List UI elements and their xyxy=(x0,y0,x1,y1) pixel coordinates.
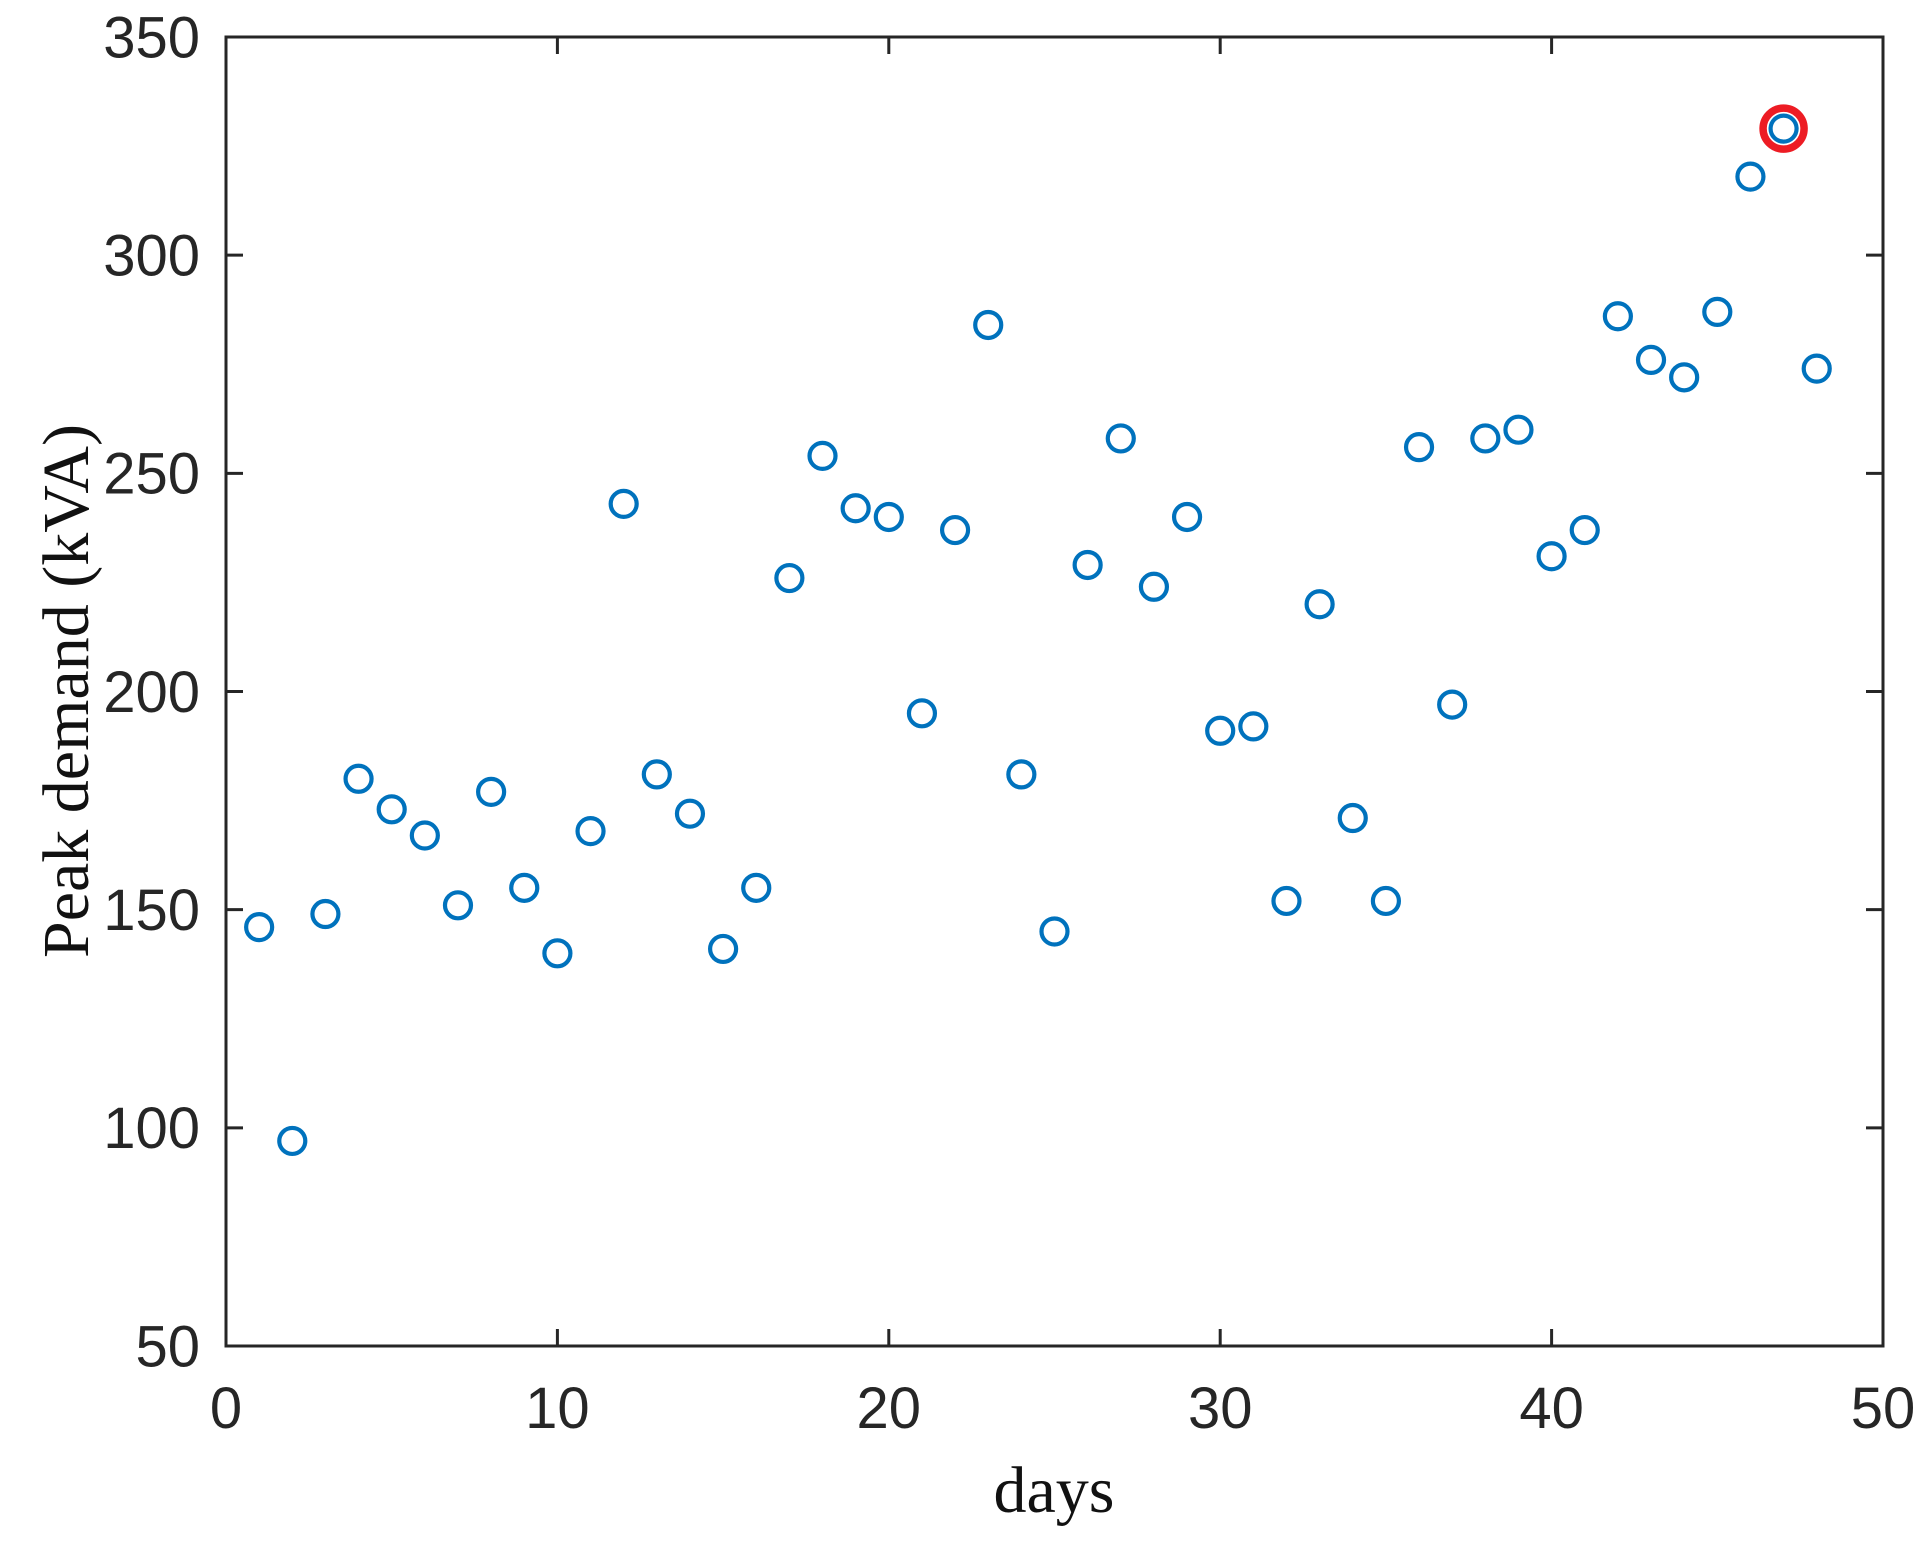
data-point xyxy=(807,440,838,471)
data-point xyxy=(542,938,573,969)
data-point xyxy=(343,763,374,794)
y-tick-label: 100 xyxy=(103,1096,200,1161)
data-point xyxy=(1304,589,1335,620)
data-point xyxy=(1635,344,1667,375)
data-point xyxy=(1602,301,1633,332)
data-point xyxy=(1138,571,1170,602)
data-point xyxy=(741,872,772,903)
y-tick-label: 300 xyxy=(103,223,200,288)
x-tick-label: 50 xyxy=(1851,1376,1916,1441)
data-point xyxy=(1536,541,1567,572)
data-point xyxy=(1039,916,1070,947)
data-point xyxy=(376,794,407,825)
x-tick-label: 0 xyxy=(210,1376,242,1441)
y-axis-label: Peak demand (kVA) xyxy=(30,424,103,958)
data-point xyxy=(840,493,871,524)
data-point xyxy=(310,898,341,930)
data-point xyxy=(409,820,440,851)
data-point xyxy=(476,776,507,807)
data-point xyxy=(1437,689,1468,720)
data-point xyxy=(1403,432,1435,463)
data-point xyxy=(774,562,805,594)
highlight-ring xyxy=(1759,104,1808,153)
data-point xyxy=(277,1125,308,1157)
plot-content: 0 10 20 30 40 50 50 100 150 200 250 300 350 xyxy=(103,5,1915,1441)
data-point xyxy=(1735,161,1766,192)
axes-box xyxy=(224,35,1885,1348)
data-point xyxy=(939,514,971,546)
data-point xyxy=(1171,501,1203,533)
data-point xyxy=(1503,414,1534,445)
y-tick-label: 350 xyxy=(103,5,200,70)
data-point xyxy=(1006,759,1037,790)
y-tick-label: 250 xyxy=(103,442,200,507)
x-tick-label: 30 xyxy=(1188,1376,1253,1441)
data-point xyxy=(608,488,639,519)
data-point xyxy=(1238,711,1269,742)
y-tick-label: 50 xyxy=(135,1314,200,1379)
data-point xyxy=(1337,802,1368,834)
x-tick-label: 40 xyxy=(1519,1376,1584,1441)
data-point xyxy=(1105,423,1136,454)
data-point xyxy=(973,309,1004,341)
data-point xyxy=(906,698,938,729)
data-point xyxy=(1569,514,1600,546)
x-tick-label: 20 xyxy=(857,1376,922,1441)
y-tick-label: 150 xyxy=(103,878,200,943)
y-tick-label: 200 xyxy=(103,660,200,725)
data-point xyxy=(1370,885,1402,917)
data-point xyxy=(707,933,739,965)
data-point xyxy=(442,890,474,921)
data-point xyxy=(1801,353,1832,384)
data-point xyxy=(873,501,904,533)
data-point xyxy=(1205,715,1236,746)
data-point xyxy=(1669,362,1700,393)
data-point xyxy=(1271,885,1302,917)
data-point xyxy=(244,912,275,943)
data-point xyxy=(1072,549,1103,581)
data-point xyxy=(1702,296,1733,327)
data-point xyxy=(641,759,672,790)
x-axis-label: days xyxy=(994,1454,1115,1527)
data-point xyxy=(1470,423,1501,454)
x-tick-label: 10 xyxy=(525,1376,590,1441)
data-point xyxy=(674,798,706,829)
data-point xyxy=(509,872,540,903)
data-point xyxy=(575,816,606,847)
data-point xyxy=(1768,113,1799,144)
